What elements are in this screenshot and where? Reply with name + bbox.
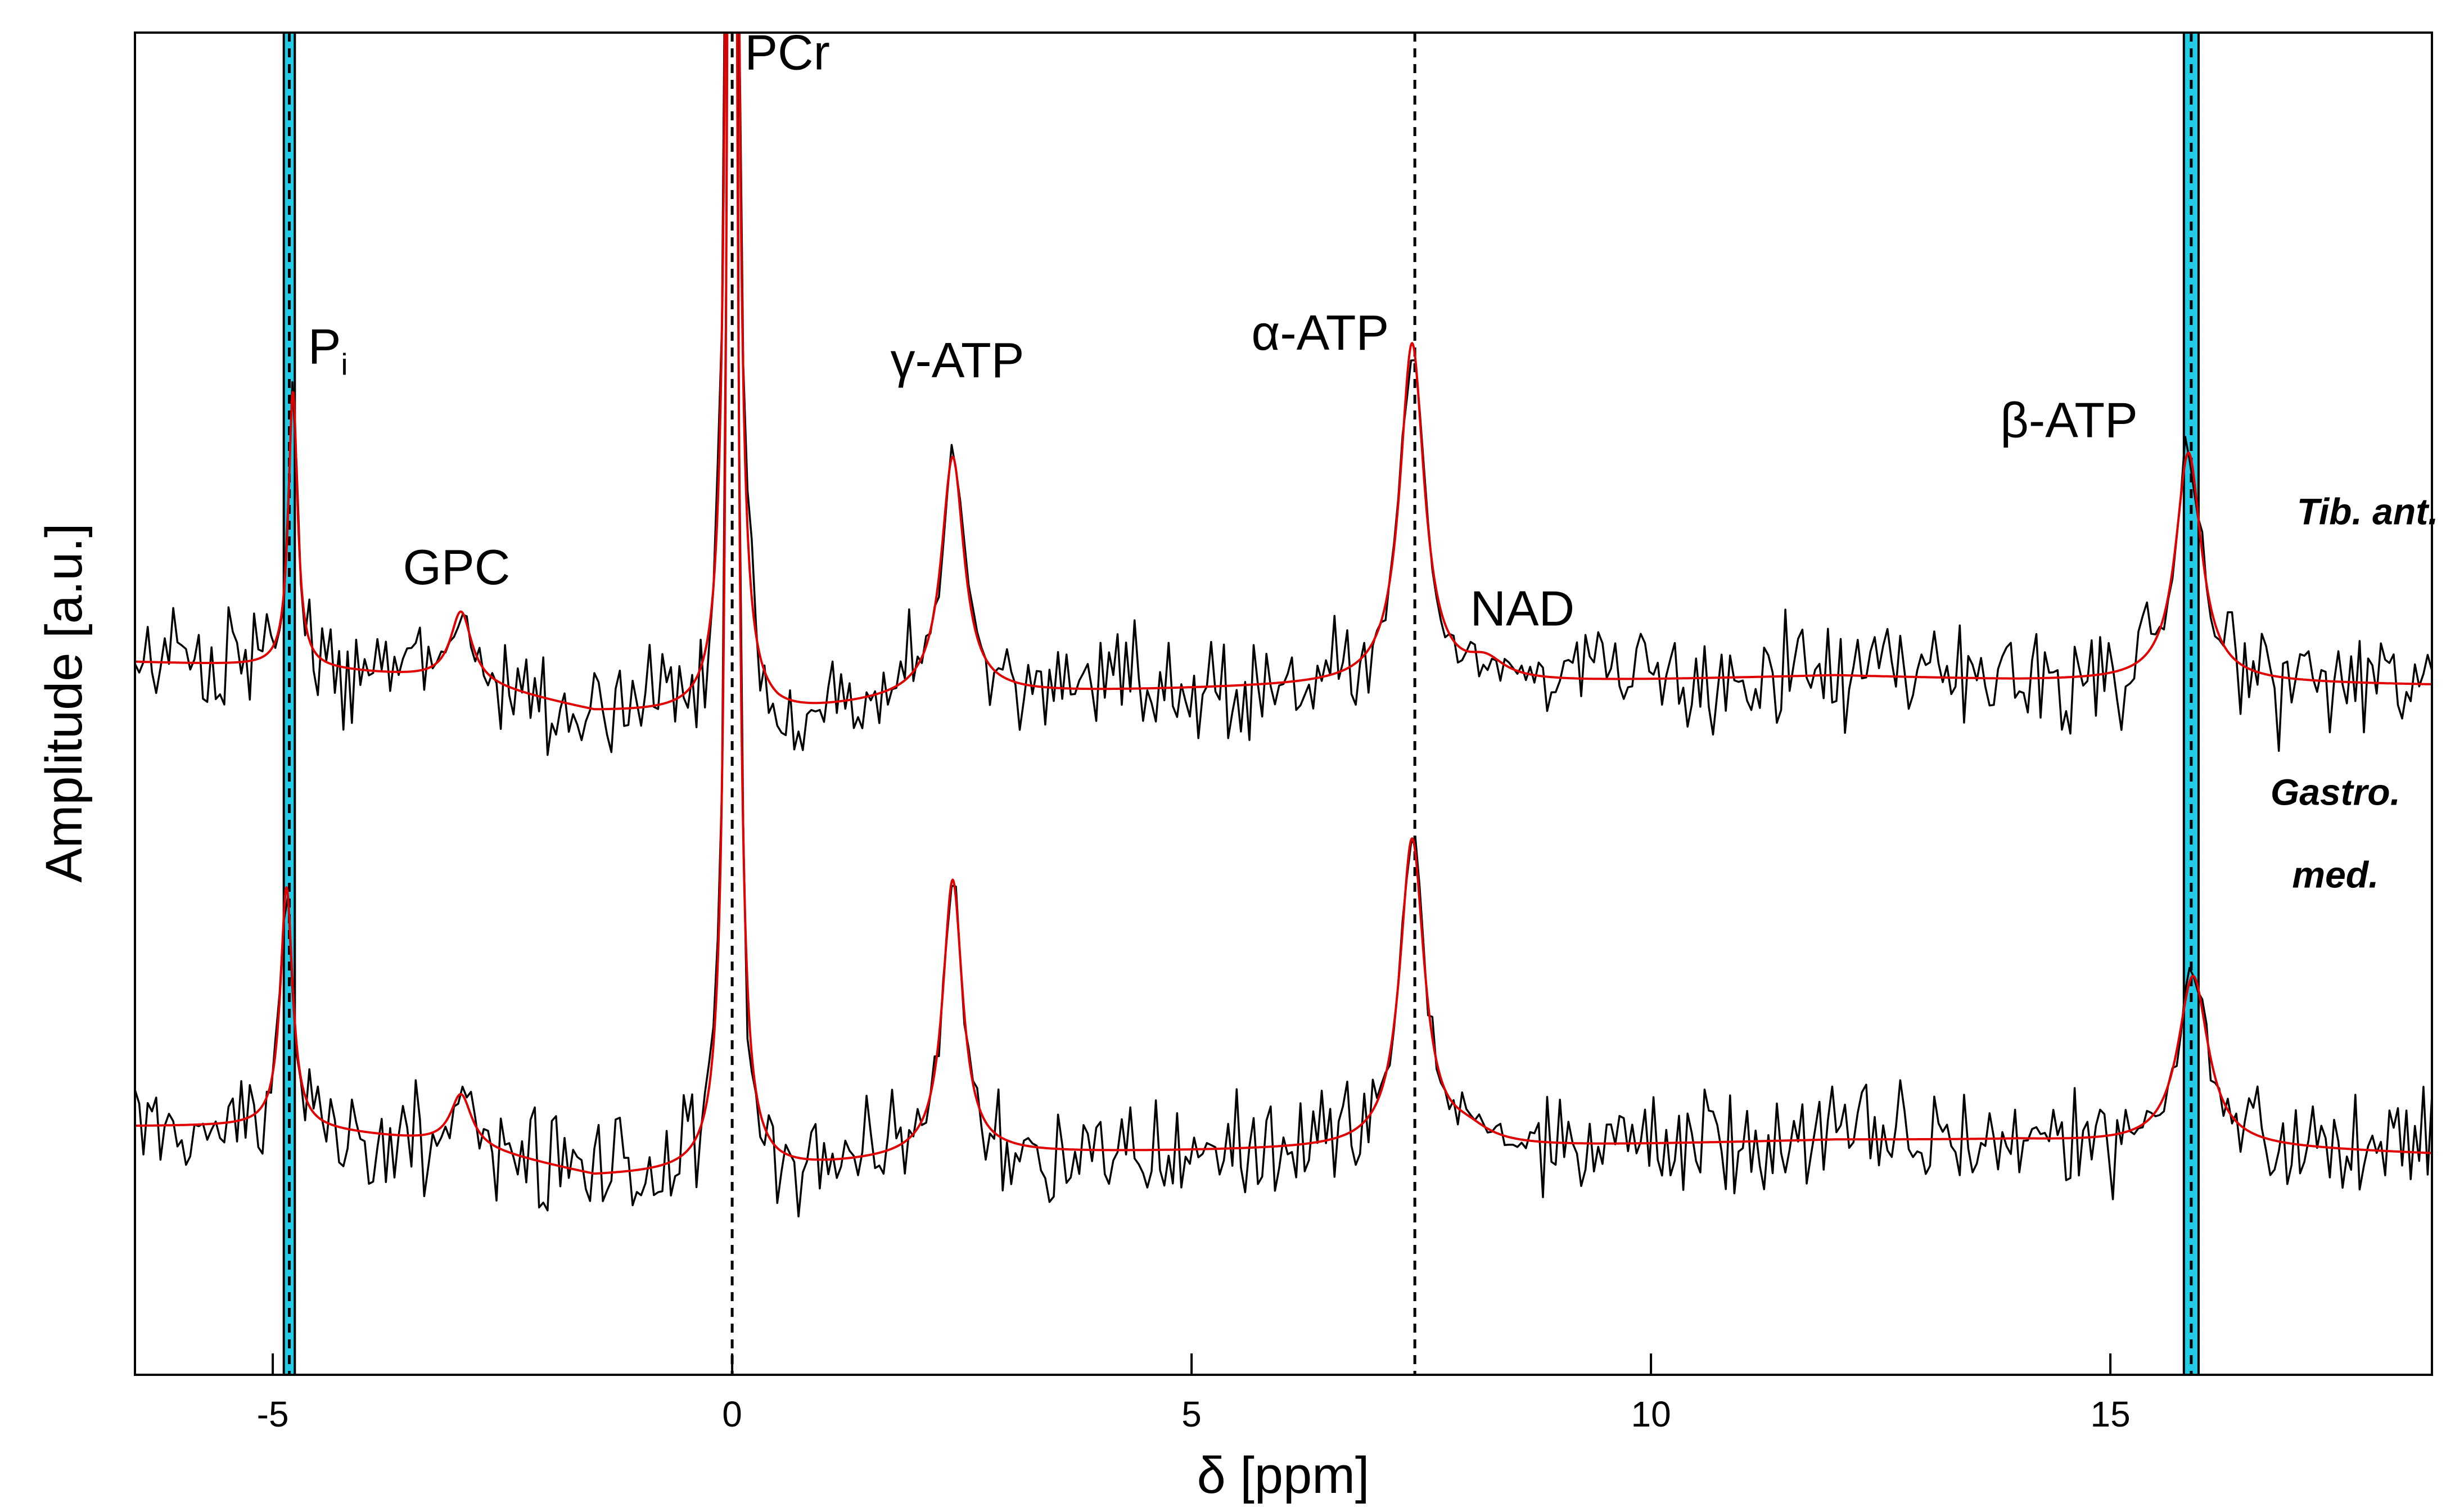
x-tick-label-3: 10 [1631, 1394, 1671, 1434]
series-label-1: Gastro. [2271, 771, 2400, 813]
series-fit-line-0 [135, 33, 2432, 711]
x-axis-ticks: -5 0 5 10 15 [257, 1353, 2131, 1434]
x-tick-label-1: 0 [722, 1394, 742, 1434]
peak-label-3: γ-ATP [890, 332, 1024, 388]
x-tick-label-2: 5 [1181, 1394, 1202, 1434]
reference-band-0 [282, 33, 296, 1375]
series-labels: Tib. ant. Gastro. med. [2271, 491, 2439, 896]
peak-label-5: NAD [1470, 581, 1574, 637]
series-fit-line-1 [135, 33, 2432, 1175]
peak-label-4: α-ATP [1251, 305, 1389, 360]
series-label-2: med. [2292, 854, 2379, 895]
peak-label-6: β-ATP [2000, 392, 2138, 448]
series-data-line-0 [135, 33, 2432, 756]
reference-lines [288, 33, 2193, 1375]
peak-label-2: PCr [744, 24, 830, 80]
plot-background [135, 33, 2432, 1375]
x-axis-title: δ [ppm] [1197, 1447, 1370, 1504]
y-axis-title: Amplitude [a.u.] [35, 523, 93, 882]
peak-label-1: GPC [403, 539, 511, 595]
plot-frame [134, 31, 2433, 1376]
x-tick-label-0: -5 [257, 1394, 289, 1434]
spectrum-traces [135, 33, 2432, 1218]
x-tick-label-4: 15 [2091, 1394, 2131, 1434]
series-data-line-1 [135, 33, 2432, 1218]
series-label-0: Tib. ant. [2297, 491, 2439, 532]
